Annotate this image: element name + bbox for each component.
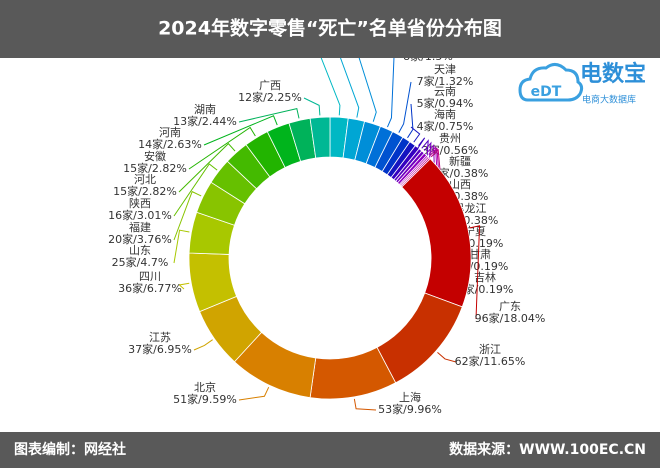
chart-title: 2024年数字零售“死亡”名单省份分布图 (158, 17, 502, 40)
slice-label: 四川 (139, 270, 161, 283)
leader-line (188, 126, 256, 170)
slice-label: 福建 (129, 220, 151, 234)
leader-line (407, 103, 414, 139)
value-label: 16家/3.01% (108, 208, 172, 222)
leader-line (410, 126, 421, 143)
leader-line (350, 31, 377, 122)
logo-cloud (518, 63, 584, 102)
leader-line (173, 190, 202, 241)
slice-label: 广东 (499, 300, 521, 313)
slice (376, 292, 463, 384)
value-label: 20家/3.76% (108, 232, 172, 246)
plot: 8家/1.5%天津7家/1.32%云南5家/0.94%海南4家/0.75%贵州3… (108, 31, 546, 416)
value-label: 5家/0.94% (417, 96, 474, 110)
slice-label: 河北 (134, 173, 156, 186)
value-label: 1家/0.19% (457, 282, 514, 296)
slice-label: 河南 (159, 126, 181, 139)
leader-line (469, 225, 481, 320)
logo: eDT 电数宝 电商大数据库 (518, 61, 646, 106)
slice-label: 安徽 (144, 149, 166, 163)
value-label: 36家/6.77% (118, 281, 182, 295)
slice-label: 贵州 (439, 132, 461, 145)
logo-name: 电数宝 (580, 61, 646, 87)
value-label: 37家/6.95% (128, 342, 192, 356)
leader-line (238, 386, 270, 401)
slice-label: 浙江 (479, 343, 501, 356)
logo-mark: eDT (531, 84, 562, 100)
slice-label: 陕西 (129, 196, 151, 210)
value-label: 14家/2.63% (138, 137, 202, 151)
value-label: 25家/4.7% (112, 255, 169, 269)
slice-label: 上海 (399, 390, 421, 404)
slice-label: 山西 (449, 178, 471, 191)
slice (309, 116, 331, 159)
slice-label: 天津 (434, 63, 456, 76)
slice-label: 湖南 (194, 103, 216, 116)
value-label: 53家/9.96% (378, 402, 442, 416)
leader-line (437, 351, 457, 363)
value-label: 12家/2.25% (238, 90, 302, 104)
slice-label: 江苏 (149, 331, 171, 344)
leader-line (415, 137, 426, 152)
value-label: 13家/2.44% (173, 114, 237, 128)
slice-label: 宁夏 (464, 224, 486, 238)
footer-left: 图表编制：网经社 (14, 441, 126, 458)
leader-line (238, 108, 300, 123)
footer-bar (0, 432, 660, 468)
footer-right: 数据来源：WWW.100EC.CN (449, 441, 646, 458)
slice-label: 海南 (434, 107, 456, 121)
leader-line (398, 81, 412, 133)
slice-label: 新疆 (449, 154, 471, 168)
leader-line (193, 339, 213, 351)
title-bar (0, 0, 660, 58)
slice-label: 广西 (259, 79, 281, 92)
leader-line (178, 282, 190, 290)
value-label: 2家/0.38% (432, 166, 489, 180)
leader-line (178, 142, 236, 193)
value-label: 7家/1.32% (417, 74, 474, 88)
leader-line (353, 398, 377, 411)
slice-label: 吉林 (474, 270, 496, 284)
value-label: 96家/18.04% (475, 311, 546, 325)
leader-line (303, 97, 321, 116)
logo-tagline: 电商大数据库 (582, 94, 636, 106)
leader-line (173, 229, 190, 264)
value-label: 62家/11.65% (455, 354, 526, 368)
value-label: 15家/2.82% (123, 161, 187, 175)
slice-label: 山东 (129, 244, 151, 257)
value-label: 15家/2.82% (113, 184, 177, 198)
value-label: 51家/9.59% (173, 392, 237, 406)
slice-label: 甘肃 (469, 248, 491, 261)
leader-line (203, 115, 278, 146)
leader-line (386, 56, 395, 128)
slice-label: 云南 (434, 85, 456, 98)
value-label: 4家/0.75% (417, 119, 474, 133)
slice-label: 北京 (194, 380, 216, 394)
leader-line (173, 163, 218, 217)
